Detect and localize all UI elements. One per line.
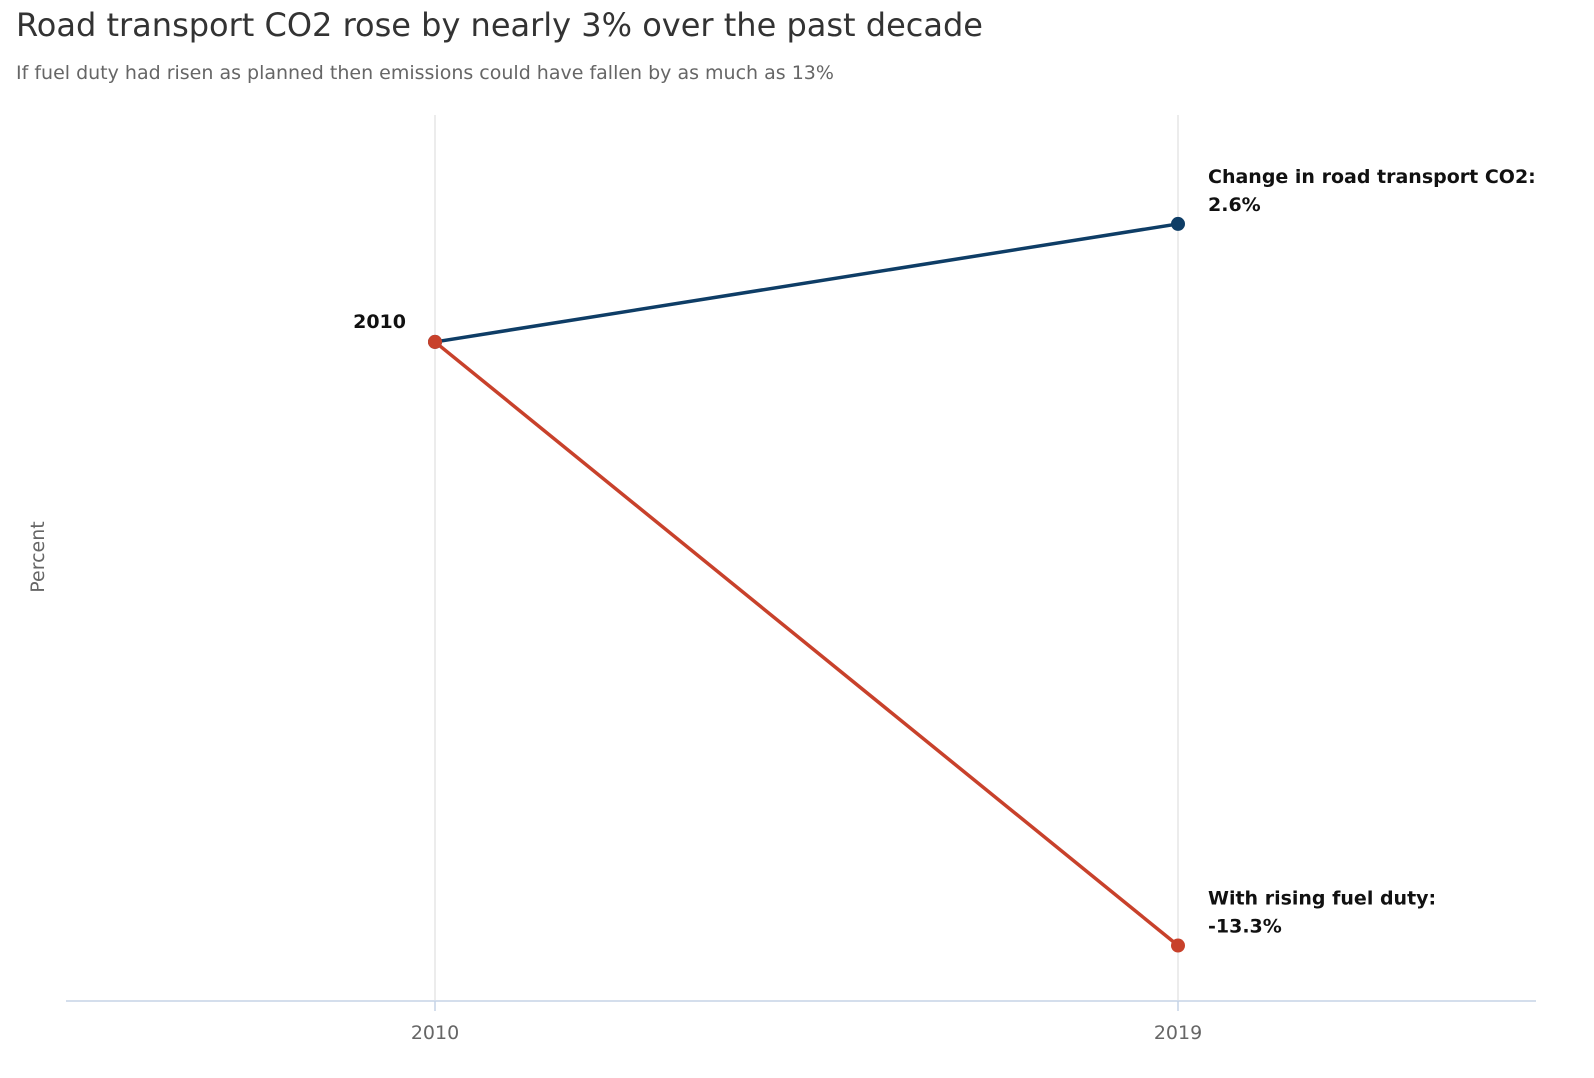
series-lines: [433, 222, 1180, 947]
data-point-1-2010: [428, 334, 442, 349]
series-line-0: [434, 222, 1179, 344]
series-value-label-1: -13.3%: [1208, 916, 1282, 938]
series-label-1: With rising fuel duty:: [1208, 888, 1436, 910]
gridlines: [434, 115, 1179, 1000]
series-value-label-0: 2.6%: [1208, 194, 1261, 216]
start-label: 2010: [353, 311, 406, 333]
series-points: [428, 216, 1185, 953]
data-point-1-2019: [1171, 938, 1185, 953]
y-axis-label: Percent: [27, 521, 49, 593]
data-point-0-2019: [1171, 216, 1185, 231]
series-labels: Change in road transport CO2: 2.6% With ri…: [1208, 166, 1536, 938]
chart-subtitle: If fuel duty had risen as planned then e…: [16, 62, 834, 84]
x-tick-label-2010: 2010: [411, 1022, 459, 1044]
x-ticks: 2010 2019: [411, 1001, 1202, 1044]
series-label-0: Change in road transport CO2:: [1208, 166, 1536, 188]
chart-title: Road transport CO2 rose by nearly 3% ove…: [16, 6, 983, 44]
series-line-1: [433, 340, 1180, 947]
x-tick-label-2019: 2019: [1154, 1022, 1202, 1044]
